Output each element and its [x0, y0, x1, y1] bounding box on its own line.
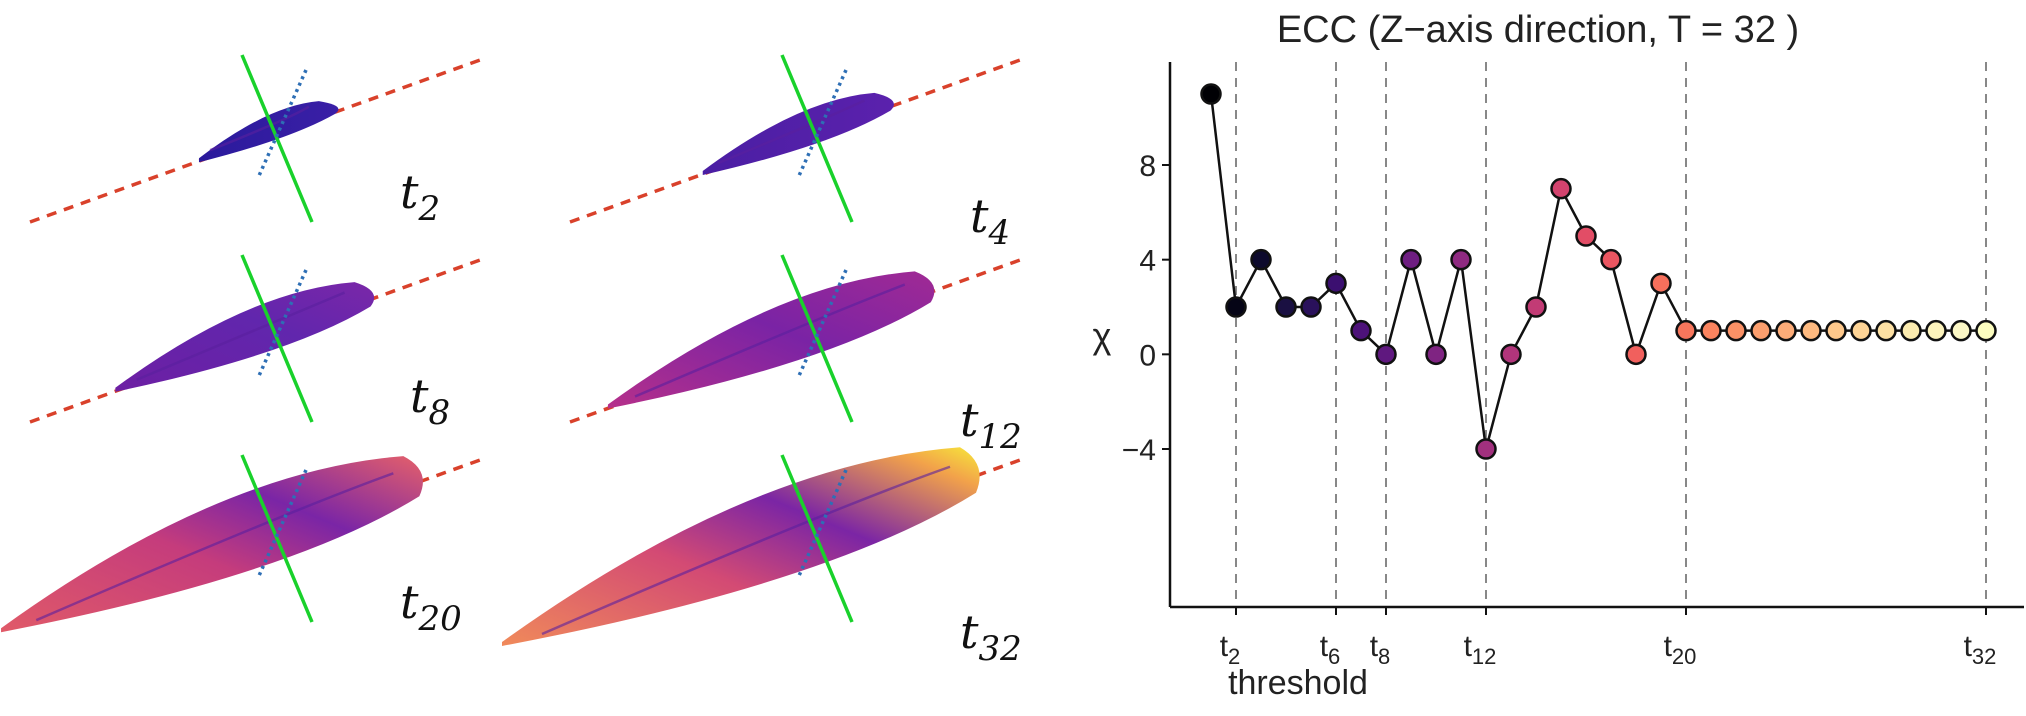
ecc-point-11 [1450, 248, 1472, 271]
ecc-chart: ECC (Z−axis direction, T = 32 ) χ thresh… [1093, 9, 2024, 702]
label-base: t [400, 165, 419, 219]
point-cloud-ridge [136, 291, 346, 381]
ecc-line [1209, 93, 1986, 450]
normal-axis-line [780, 54, 854, 223]
ecc-point-28 [1875, 319, 1897, 342]
secondary-axis-line [796, 69, 848, 179]
secondary-axis-line [256, 69, 308, 179]
label-base: t [960, 605, 979, 659]
label-subscript: 4 [988, 213, 1011, 253]
point-cloud-ridge [209, 105, 310, 152]
cloud-panel-2 [29, 54, 481, 224]
ecc-point-9 [1400, 248, 1422, 271]
label-subscript: 32 [979, 629, 1022, 669]
x-ticks: t2 t6 t8 t12 t20 t32 [1220, 607, 1997, 669]
ecc-point-13 [1500, 343, 1522, 366]
point-cloud-ridge [541, 465, 951, 636]
ecc-point-8 [1375, 343, 1397, 366]
ecc-point-26 [1825, 319, 1847, 342]
label-subscript: 2 [418, 189, 441, 229]
ecc-point-24 [1775, 319, 1797, 342]
x-axis-label: threshold [1228, 664, 1368, 702]
label-base: t [410, 369, 429, 423]
ecc-point-27 [1850, 319, 1872, 342]
cloud-panel-4 [569, 54, 1021, 224]
ecc-point-29 [1900, 319, 1922, 342]
ecc-point-30 [1925, 319, 1947, 342]
panel-label-t8: t8 [410, 369, 450, 433]
normal-axis-line [240, 454, 314, 623]
ecc-point-17 [1600, 248, 1622, 271]
ecc-point-2 [1225, 296, 1247, 318]
ecc-point-22 [1725, 319, 1747, 342]
cloud-panel-20 [1, 454, 481, 633]
x-tick-label-t2: t2 [1220, 630, 1241, 669]
x-tick-label-t8: t8 [1370, 630, 1391, 669]
point-cloud-shape [198, 101, 339, 163]
ecc-point-7 [1350, 319, 1372, 342]
label-base: t [960, 393, 979, 447]
normal-axis-line [240, 254, 314, 423]
y-tick-label: −4 [1122, 434, 1156, 467]
point-cloud-shape [502, 447, 980, 646]
x-tick-label-t32: t32 [1964, 630, 1997, 669]
x-tick-label-t20: t20 [1664, 630, 1697, 669]
ecc-point-20 [1675, 319, 1697, 342]
point-cloud-shape [702, 92, 894, 176]
ecc-point-10 [1425, 343, 1447, 366]
ecc-point-18 [1625, 343, 1647, 366]
label-subscript: 12 [979, 417, 1022, 457]
ecc-point-1 [1200, 83, 1222, 105]
panel-label-t4: t4 [970, 189, 1010, 253]
point-cloud-shape [115, 282, 375, 392]
ecc-point-31 [1950, 319, 1972, 342]
ecc-point-32 [1975, 319, 1997, 342]
secondary-axis-line [796, 469, 848, 579]
point-cloud-ridge [634, 283, 906, 398]
ecc-point-4 [1275, 296, 1297, 318]
ecc-series [1200, 83, 1997, 460]
y-tick-label: 0 [1139, 339, 1156, 372]
ecc-point-12 [1475, 438, 1497, 460]
ecc-point-25 [1800, 319, 1822, 342]
ecc-point-14 [1525, 296, 1547, 318]
cloud-panel-32 [502, 447, 1021, 646]
cloud-panel-8 [29, 254, 481, 424]
threshold-guide-lines [1235, 62, 1987, 607]
ecc-point-21 [1700, 319, 1722, 342]
normal-axis-line [780, 454, 854, 623]
normal-axis-line [780, 254, 854, 423]
x-tick-label-t12: t12 [1464, 630, 1497, 669]
secondary-axis-line [256, 269, 308, 379]
label-base: t [970, 189, 989, 243]
y-tick-label: 8 [1139, 150, 1156, 183]
ecc-point-3 [1250, 248, 1272, 271]
label-subscript: 8 [429, 393, 451, 433]
chart-title: ECC (Z−axis direction, T = 32 ) [1277, 9, 1799, 51]
ecc-point-15 [1550, 177, 1572, 200]
panel-label-t20: t20 [400, 575, 462, 639]
cloud-panel-12 [569, 254, 1021, 424]
ecc-point-19 [1650, 272, 1672, 295]
y-tick-label: 4 [1139, 245, 1156, 278]
secondary-axis-line [256, 469, 308, 579]
y-ticks: −4 0 4 8 [1122, 150, 1170, 467]
normal-axis-line [240, 54, 314, 223]
panel-label-t2: t2 [400, 165, 440, 229]
panel-label-t32: t32 [960, 605, 1022, 669]
panel-label-t12: t12 [960, 393, 1022, 457]
ecc-point-6 [1325, 272, 1347, 295]
ecc-point-23 [1750, 319, 1772, 342]
point-cloud-ridge [35, 472, 394, 622]
x-tick-label-t6: t6 [1320, 630, 1341, 669]
label-base: t [400, 575, 419, 629]
ecc-point-5 [1300, 296, 1322, 318]
label-subscript: 20 [418, 599, 462, 639]
y-axis-label: χ [1093, 315, 1112, 356]
ecc-point-16 [1575, 225, 1597, 247]
secondary-axis-line [796, 269, 848, 379]
